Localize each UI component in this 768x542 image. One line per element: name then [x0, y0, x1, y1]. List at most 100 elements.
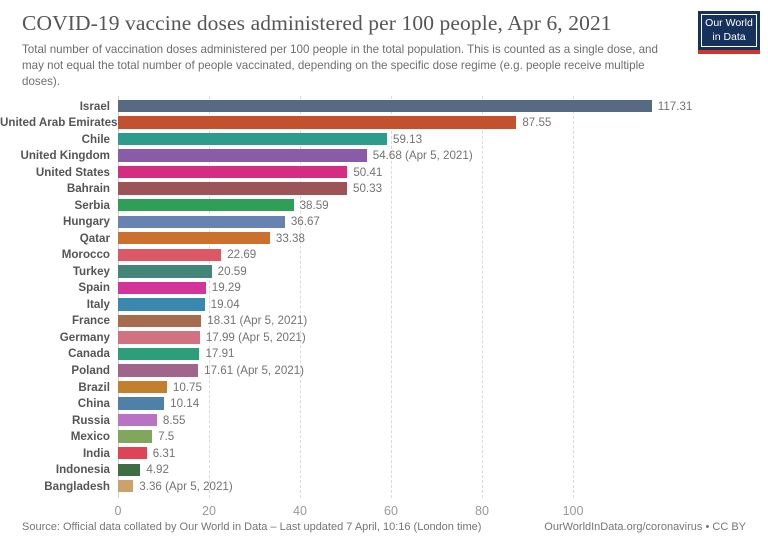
value-label: 33.38 [275, 231, 305, 245]
value-label: 19.04 [210, 297, 240, 311]
bar-track: 87.55 [118, 114, 768, 131]
bar-track: 10.14 [118, 395, 768, 412]
value-label: 19.29 [211, 281, 241, 295]
bar[interactable] [118, 298, 205, 311]
country-label[interactable]: Brazil [78, 380, 110, 394]
bar-track: 17.61 (Apr 5, 2021) [118, 362, 768, 379]
gridline-100 [573, 95, 574, 498]
bar-row: United Arab Emirates 87.55 [0, 114, 768, 131]
value-label: 36.67 [290, 215, 320, 229]
country-label[interactable]: Serbia [74, 198, 110, 212]
country-label[interactable]: Germany [59, 330, 110, 344]
bar[interactable] [118, 215, 285, 228]
country-label[interactable]: Indonesia [55, 463, 110, 477]
bar[interactable] [118, 480, 134, 493]
bar-row: Indonesia 4.92 [0, 461, 768, 478]
country-label[interactable]: Mexico [70, 430, 110, 444]
bar[interactable] [118, 446, 147, 460]
bar-row: China 10.14 [0, 395, 768, 412]
bar[interactable] [118, 380, 167, 394]
source-note: Source: Official data collated by Our Wo… [22, 521, 482, 533]
bar[interactable] [118, 232, 270, 245]
value-label: 17.61 (Apr 5, 2021) [204, 364, 305, 378]
country-label[interactable]: Spain [78, 281, 110, 295]
country-label[interactable]: Chile [81, 132, 110, 146]
bar[interactable] [118, 331, 200, 344]
country-label[interactable]: Canada [68, 347, 110, 361]
bar-row: Bahrain 50.33 [0, 180, 768, 197]
bar[interactable] [118, 199, 294, 212]
value-label: 3.36 (Apr 5, 2021) [139, 479, 233, 493]
bar-track: 6.31 [118, 445, 768, 462]
bar-track: 18.31 (Apr 5, 2021) [118, 313, 768, 330]
country-label[interactable]: Poland [71, 364, 110, 378]
chart-subtitle: Total number of vaccination doses admini… [22, 42, 658, 88]
country-label[interactable]: United Kingdom [20, 149, 110, 163]
bar-row: Bangladesh 3.36 (Apr 5, 2021) [0, 478, 768, 495]
country-label[interactable]: India [82, 446, 110, 460]
chart-title: COVID-19 vaccine doses administered per … [22, 11, 612, 35]
country-label[interactable]: Bangladesh [44, 479, 110, 493]
owid-logo-box: Our World in Data [698, 11, 760, 51]
gridline-20 [209, 95, 210, 498]
bar-row: Poland 17.61 (Apr 5, 2021) [0, 362, 768, 379]
bar-row: United States 50.41 [0, 164, 768, 181]
bar[interactable] [118, 149, 367, 162]
country-label[interactable]: Qatar [79, 231, 110, 245]
bar[interactable] [118, 265, 212, 278]
x-tick-0: 0 [114, 503, 122, 518]
country-label[interactable]: Russia [71, 413, 110, 427]
gridline-0 [118, 95, 119, 498]
country-label[interactable]: Hungary [62, 215, 110, 229]
country-label[interactable]: United States [35, 165, 110, 179]
country-label[interactable]: United Arab Emirates [0, 116, 118, 130]
bar-track: 38.59 [118, 197, 768, 214]
bar-track: 19.29 [118, 280, 768, 297]
bar[interactable] [118, 364, 199, 377]
bar-track: 4.92 [118, 461, 768, 478]
value-label: 18.31 (Apr 5, 2021) [207, 314, 308, 328]
bar[interactable] [118, 463, 141, 476]
bar-row: Turkey 20.59 [0, 263, 768, 280]
bar[interactable] [118, 397, 165, 410]
bar-row: Morocco 22.69 [0, 247, 768, 264]
bar[interactable] [118, 347, 200, 361]
x-tick-80: 80 [475, 503, 489, 518]
gridline-40 [300, 95, 301, 498]
country-label[interactable]: Turkey [72, 264, 110, 278]
value-label: 22.69 [227, 248, 257, 262]
country-label[interactable]: Italy [86, 297, 110, 311]
bar[interactable] [118, 99, 652, 113]
value-label: 10.75 [172, 380, 202, 394]
bar-row: Canada 17.91 [0, 346, 768, 363]
country-label[interactable]: Morocco [61, 248, 110, 262]
bar-row: Serbia 38.59 [0, 197, 768, 214]
country-label[interactable]: China [77, 397, 110, 411]
bar[interactable] [118, 116, 517, 129]
country-label[interactable]: Bahrain [66, 182, 110, 196]
bar[interactable] [118, 132, 388, 146]
bar-rows: Israel 117.31 United Arab Emirates 87.55… [0, 98, 768, 495]
bar-row: Chile 59.13 [0, 131, 768, 148]
value-label: 38.59 [299, 198, 329, 212]
owid-logo-stripe [698, 50, 760, 55]
bar[interactable] [118, 314, 202, 328]
bar-row: Italy 19.04 [0, 296, 768, 313]
bar-row: India 6.31 [0, 445, 768, 462]
bar-track: 17.99 (Apr 5, 2021) [118, 329, 768, 346]
license-link[interactable]: OurWorldInData.org/coronavirus • CC BY [544, 521, 746, 533]
owid-logo[interactable]: Our World in Data [698, 11, 760, 55]
bar[interactable] [118, 413, 157, 427]
bar[interactable] [118, 165, 348, 179]
bar-track: 17.91 [118, 346, 768, 363]
x-tick-20: 20 [202, 503, 216, 518]
bar[interactable] [118, 248, 222, 261]
bar-row: Mexico 7.5 [0, 428, 768, 445]
value-label: 8.55 [162, 413, 186, 427]
country-label[interactable]: France [71, 314, 110, 328]
bar[interactable] [118, 182, 347, 195]
value-label: 117.31 [657, 99, 693, 113]
bar[interactable] [118, 281, 206, 295]
country-label[interactable]: Israel [79, 99, 110, 113]
bar[interactable] [118, 430, 153, 443]
